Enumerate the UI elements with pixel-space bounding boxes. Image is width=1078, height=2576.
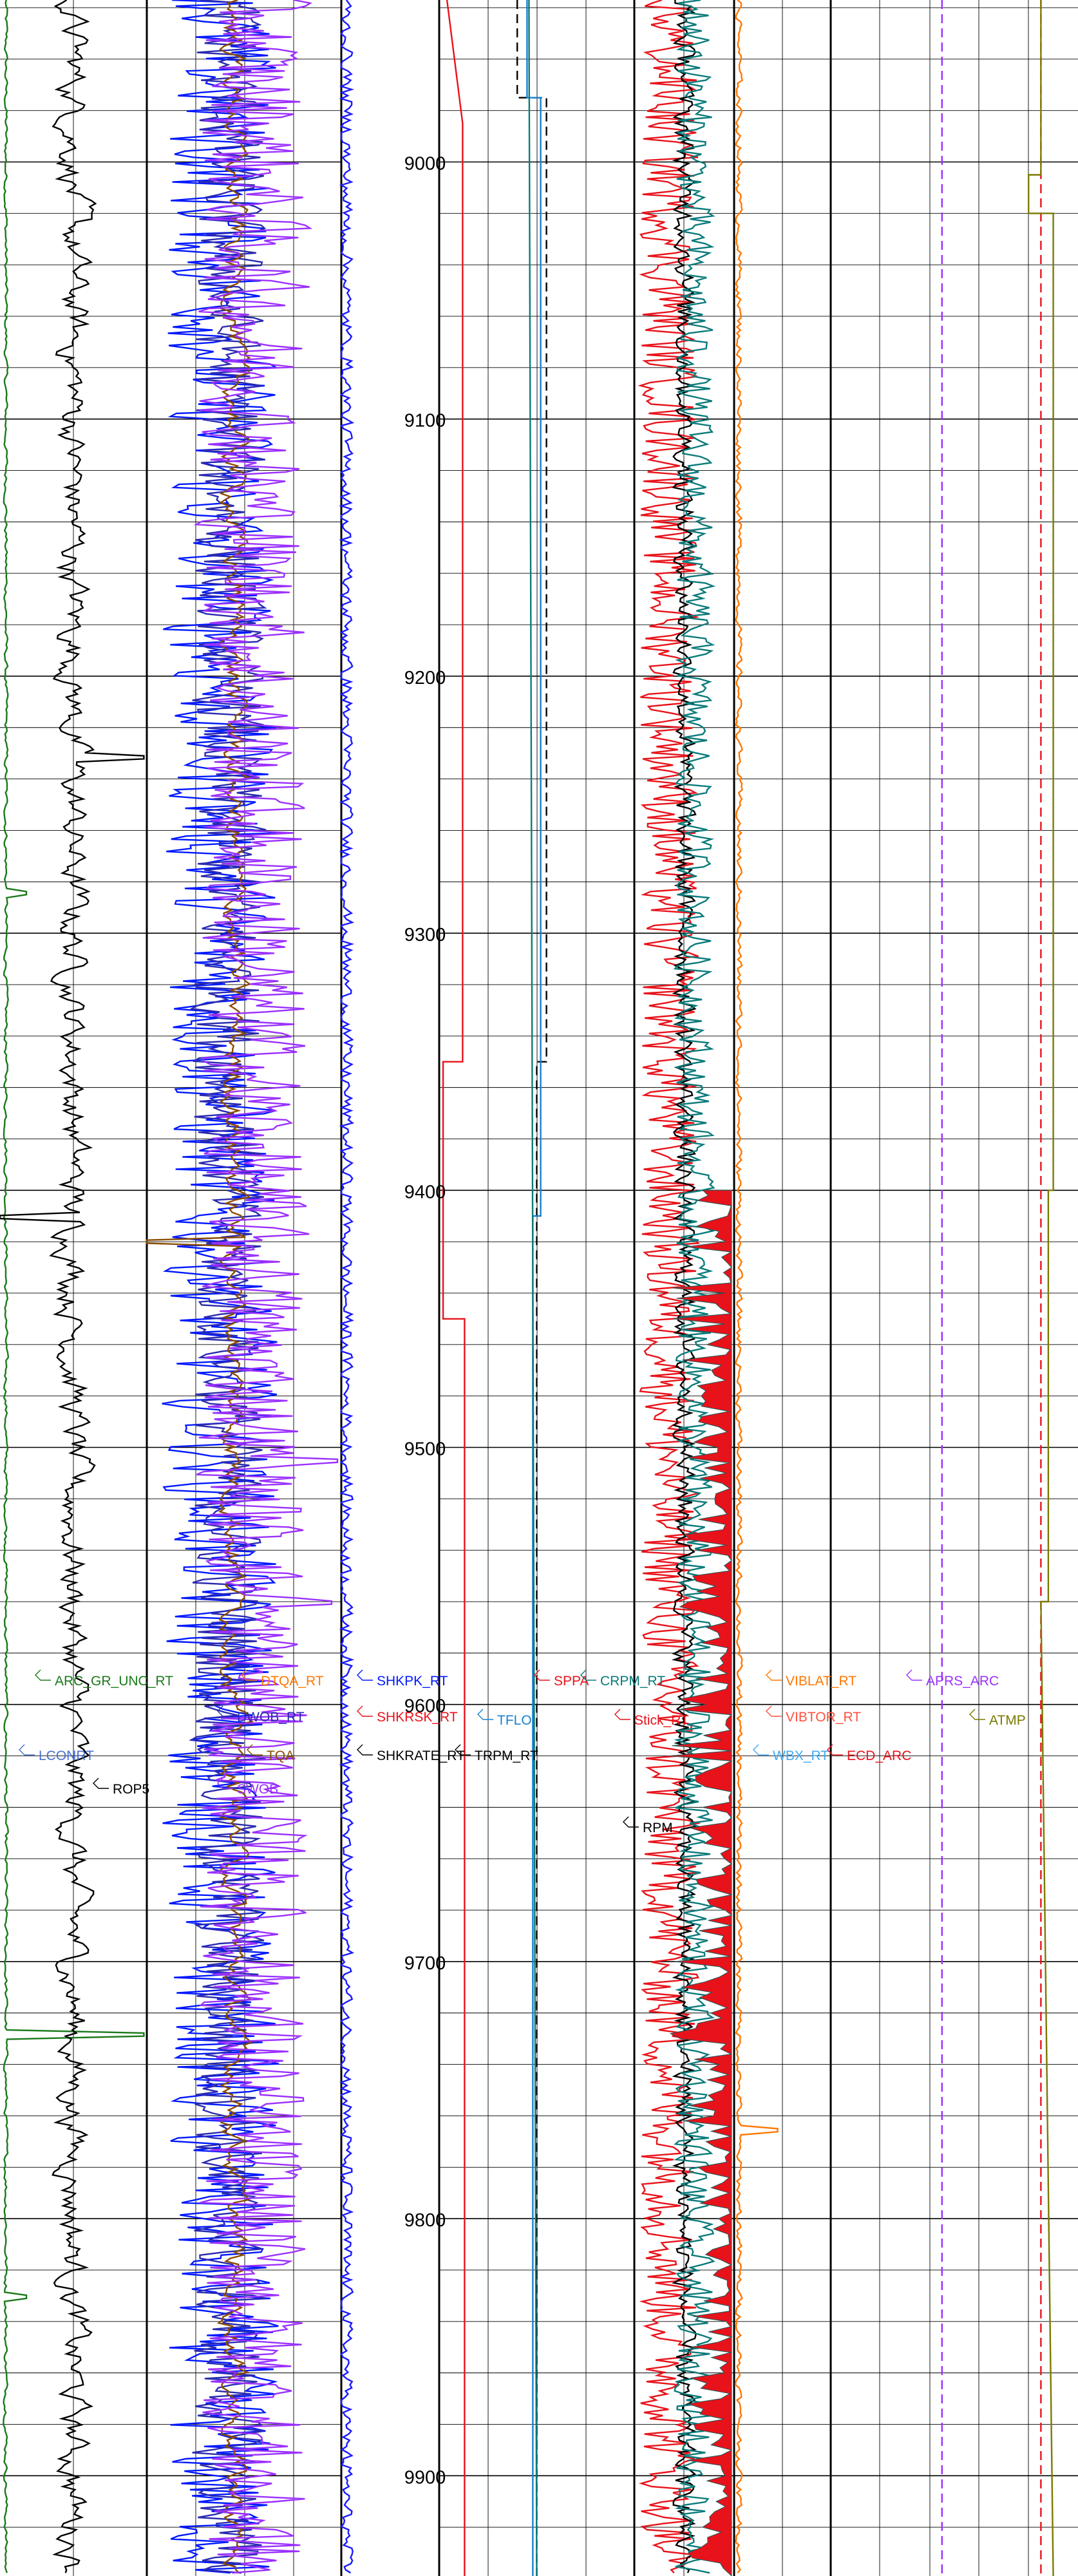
curve-crpm-rt — [528, 0, 538, 2576]
depth-tick-label: 9700 — [404, 1953, 446, 1974]
curve-label-leader — [217, 1705, 233, 1717]
curve-label-leader — [906, 1669, 922, 1681]
curve-label-leader — [357, 1669, 373, 1681]
curve-label-leader — [477, 1709, 493, 1720]
curve-label-ecd-arc: ECD_ARC — [847, 1748, 911, 1763]
curve-label-viblat-rt: VIBLAT_RT — [786, 1674, 856, 1689]
curve-rop5 — [0, 0, 145, 2573]
curve-label-tflo: TFLO — [497, 1713, 532, 1728]
curve-label-dwob-rt: DWOB_RT — [237, 1710, 305, 1725]
depth-labels: 9000 9100 9200 9300 9400 9500 9600 9700 9800 9900 — [404, 153, 446, 2488]
curve-label-wbx-rt: WBX_RT — [773, 1748, 829, 1763]
stick-slip-fill — [668, 1189, 733, 2576]
curve-label-leader — [534, 1669, 550, 1681]
depth-tick-label: 9300 — [404, 925, 446, 945]
curve-label-leader — [753, 1744, 769, 1756]
curve-label-leader — [827, 1744, 843, 1756]
curve-label-leader — [35, 1669, 51, 1681]
curve-label-leader — [969, 1709, 985, 1720]
curve-tqa — [146, 0, 254, 2574]
depth-tick-label: 9500 — [404, 1439, 446, 1460]
curve-label-leader — [357, 1705, 373, 1717]
curve-label-leader — [766, 1669, 782, 1681]
curve-shkrate-rt — [339, 0, 355, 2574]
curve-label-aprs-arc: APRS_ARC — [926, 1674, 999, 1689]
depth-tick-label: 9600 — [404, 1696, 446, 1717]
curve-label-leader — [455, 1744, 471, 1756]
curve-viblat-rt — [734, 0, 779, 2573]
depth-tick-label: 9000 — [404, 153, 446, 174]
curve-label-leader — [357, 1744, 373, 1756]
curve-label-vibtor-rt: VIBTOR_RT — [786, 1710, 861, 1725]
curve-label-shkrsk-rt: SHKRSK_RT — [377, 1710, 458, 1725]
curve-label-rpm: RPM — [643, 1821, 673, 1835]
depth-tick-label: 9100 — [404, 411, 446, 431]
curve-label-rop5: ROP5 — [113, 1782, 149, 1797]
curve-label-arc-gr-unc-rt: ARC_GR_UNC_RT — [55, 1674, 173, 1689]
curve-label-tqa: TQA — [267, 1748, 294, 1763]
curve-label-shkrate-rt: SHKRATE_RT — [377, 1748, 465, 1763]
curve-tflo — [526, 0, 542, 2576]
curve-label-leader — [217, 1777, 233, 1789]
curve-labels: ARC_GR_UNC_RT LCONRT ROP5 DTQA_RT DWOB_RT TQA… — [19, 1669, 1026, 1835]
curve-label-leader — [614, 1709, 630, 1720]
curve-dwob-rt — [189, 0, 267, 2574]
depth-tick-label: 9200 — [404, 668, 446, 688]
curve-label-leader — [580, 1669, 596, 1681]
curve-label-leader — [766, 1705, 782, 1717]
curve-label-lconrt: LCONRT — [39, 1748, 94, 1763]
curve-label-leader — [247, 1744, 263, 1756]
curve-stick-rt — [638, 0, 701, 2574]
curve-sppa — [442, 0, 466, 2576]
curve-label-atmp: ATMP — [989, 1713, 1026, 1728]
curve-label-leader — [19, 1744, 35, 1756]
curve-label-shkpk-rt: SHKPK_RT — [377, 1674, 448, 1689]
curve-label-leader — [93, 1777, 109, 1789]
curve-arc-gr-unc-rt — [3, 0, 145, 2573]
depth-tick-label: 9800 — [404, 2210, 446, 2231]
curve-label-trpm-rt: TRPM_RT — [475, 1748, 538, 1763]
curve-label-sppa: SPPA — [554, 1674, 589, 1689]
depth-tick-label: 9900 — [404, 2467, 446, 2488]
curve-label-leader — [623, 1816, 639, 1828]
curve-label-crpm-rt: CRPM_RT — [600, 1674, 665, 1689]
curve-label-leader — [241, 1669, 257, 1681]
curve-label-swob: SWOB — [237, 1782, 278, 1797]
curve-swob — [193, 0, 339, 2574]
curves — [0, 0, 1054, 2576]
curve-label-dtq-rt: DTQA_RT — [261, 1674, 324, 1689]
curve-atmp — [1028, 0, 1054, 2576]
depth-tick-label: 9400 — [404, 1182, 446, 1202]
curve-trpm-rt — [516, 0, 547, 2576]
curve-label-stick-rt: Stick_RT — [634, 1713, 689, 1728]
